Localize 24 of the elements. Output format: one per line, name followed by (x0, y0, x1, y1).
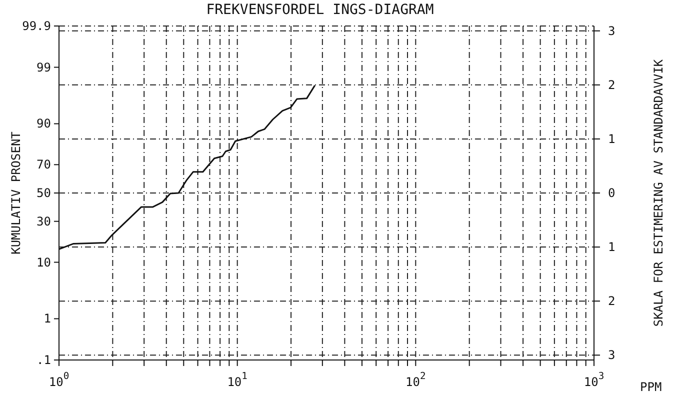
x-tick-label: 10$^{2}$ (406, 371, 426, 389)
y-tick-label: 1 (608, 132, 616, 146)
text: 70 (36, 158, 51, 172)
text: 10 (36, 255, 51, 270)
y-tick-label: 1 (608, 240, 616, 254)
text: 99.9 (22, 18, 51, 33)
text: 1 (44, 312, 51, 326)
text: .1 (36, 353, 51, 368)
y-tick-label: 3 (608, 24, 616, 38)
y-tick-label: 0 (608, 186, 616, 200)
text: 30 (36, 214, 51, 228)
x-axis-title: PPM (640, 380, 662, 394)
x-tick-label: 10$^{1}$ (227, 371, 248, 389)
x-tick-label: 10$^{3}$ (584, 371, 604, 389)
text: 90 (36, 116, 51, 131)
y-tick-label: 2 (608, 294, 616, 308)
text: 99 (36, 60, 51, 74)
text: KUMULATIV PROSENT (9, 132, 23, 254)
text: 50 (36, 186, 51, 200)
y-tick-label: 3 (608, 348, 616, 362)
y-axis-title: SKALA FOR ESTIMERING AV STANDARDAVVIK (651, 58, 666, 327)
x-tick-label: 10$^{0}$ (48, 371, 70, 389)
chart-title: FREKVENSFORDEL INGS-DIAGRAM (205, 2, 435, 18)
y-tick-label: 2 (608, 78, 616, 92)
